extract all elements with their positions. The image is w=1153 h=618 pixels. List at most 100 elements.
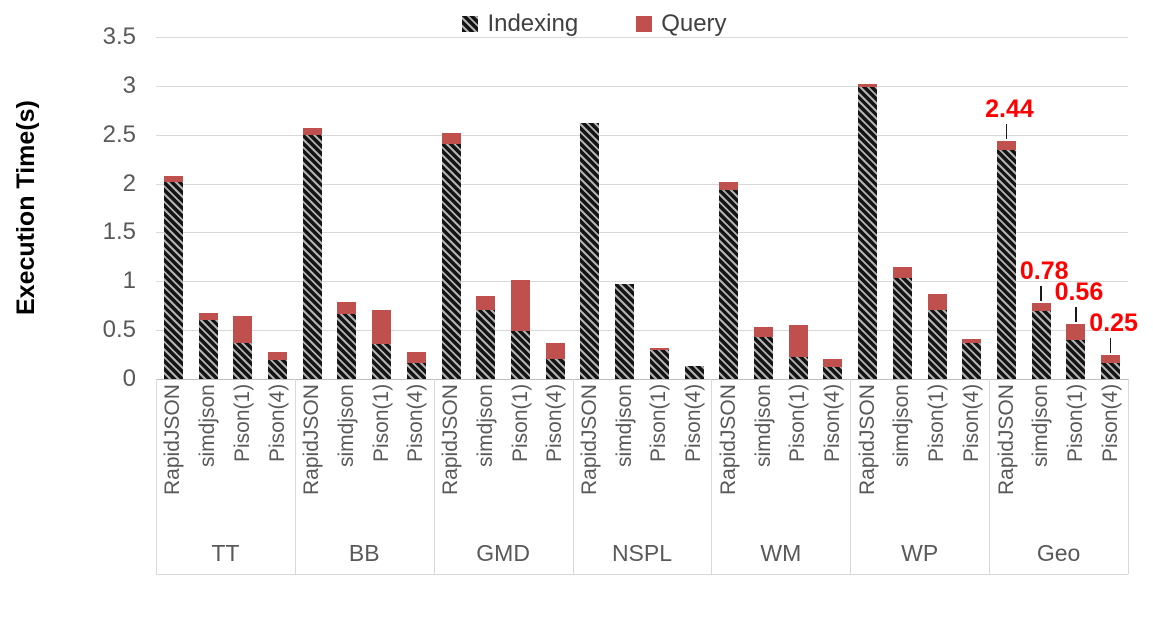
bar-indexing-GMD-RapidJSON: [441, 144, 461, 379]
annotation-leader-line: [1005, 123, 1008, 139]
group-separator-line: [989, 379, 991, 574]
bar-query-BB-Pison(1): [372, 309, 392, 344]
bar-indexing-TT-Pison(1): [233, 342, 253, 379]
group-label-WM: WM: [760, 540, 802, 566]
x-tick-label-WM-RapidJSON: RapidJSON: [716, 384, 740, 495]
legend-query-label: Query: [661, 10, 727, 37]
bar-indexing-Geo-simdjson: [1031, 310, 1051, 379]
bar-query-GMD-Pison(4): [545, 342, 565, 360]
x-tick-label-NSPL-RapidJSON: RapidJSON: [577, 384, 601, 495]
bar-indexing-NSPL-Pison(1): [649, 349, 669, 379]
bar-indexing-BB-Pison(4): [406, 363, 426, 379]
group-label-BB: BB: [348, 540, 380, 566]
x-tick-label-WM-simdjson: simdjson: [751, 384, 775, 467]
bar-indexing-WP-Pison(4): [962, 342, 982, 379]
y-tick-label: 0: [122, 365, 136, 392]
bar-query-TT-RapidJSON: [163, 175, 183, 182]
x-tick-label-GMD-Pison(1): Pison(1): [508, 384, 532, 463]
annotation-leader-line: [1075, 307, 1077, 323]
x-tick-label-TT-Pison(1): Pison(1): [230, 384, 254, 463]
bar-query-WP-Pison(1): [927, 293, 947, 310]
bar-query-Geo-Pison(4): [1101, 354, 1121, 364]
bar-query-Geo-RapidJSON: [997, 140, 1016, 151]
data-label-Geo-Pison(4): 0.25: [1089, 308, 1138, 337]
x-tick-label-BB-Pison(4): Pison(4): [404, 384, 428, 463]
bar-indexing-WM-simdjson: [754, 336, 773, 379]
bar-query-BB-Pison(4): [406, 351, 426, 364]
bar-query-WM-Pison(1): [788, 325, 808, 357]
bar-indexing-NSPL-RapidJSON: [580, 122, 600, 379]
bar-indexing-Geo-RapidJSON: [997, 150, 1016, 379]
bar-query-NSPL-Pison(1): [649, 347, 669, 350]
x-tick-label-Geo-Pison(1): Pison(1): [1063, 384, 1087, 463]
y-tick-label: 1.5: [102, 218, 136, 246]
bar-query-Geo-Pison(1): [1066, 324, 1086, 340]
bar-indexing-WP-RapidJSON: [858, 86, 878, 379]
bar-query-TT-simdjson: [198, 312, 218, 321]
bar-query-WP-Pison(4): [962, 338, 982, 343]
bar-indexing-WM-Pison(1): [788, 356, 808, 379]
gridline: [156, 37, 1128, 38]
data-label-Geo-simdjson: 0.78: [1019, 256, 1069, 285]
bar-indexing-WM-Pison(4): [823, 367, 843, 379]
group-label-GMD: GMD: [476, 540, 530, 566]
data-label-Geo-RapidJSON: 2.44: [985, 94, 1034, 123]
bar-indexing-BB-RapidJSON: [302, 134, 322, 379]
group-label-Geo: Geo: [1036, 540, 1081, 566]
x-tick-label-TT-simdjson: simdjson: [196, 384, 220, 467]
group-separator-line: [850, 379, 852, 574]
x-tick-label-Geo-RapidJSON: RapidJSON: [994, 384, 1018, 495]
bar-indexing-TT-Pison(4): [268, 360, 287, 379]
bar-indexing-GMD-simdjson: [476, 309, 496, 379]
x-tick-label-WP-RapidJSON: RapidJSON: [855, 384, 879, 495]
query-swatch-icon: [636, 16, 653, 32]
bar-indexing-NSPL-simdjson: [615, 284, 635, 379]
bar-indexing-GMD-Pison(1): [511, 331, 530, 379]
indexing-swatch-icon: [462, 16, 479, 32]
bar-indexing-GMD-Pison(4): [545, 359, 565, 379]
x-tick-label-TT-Pison(4): Pison(4): [265, 384, 289, 463]
bar-query-GMD-Pison(1): [511, 280, 530, 332]
x-tick-label-GMD-RapidJSON: RapidJSON: [439, 384, 463, 495]
bar-query-TT-Pison(4): [268, 351, 287, 361]
annotation-leader-line: [1109, 337, 1112, 353]
y-tick-label: 0.5: [102, 316, 136, 344]
category-axis-bottom-line: [156, 574, 1128, 575]
x-tick-label-BB-simdjson: simdjson: [334, 384, 358, 467]
bar-indexing-NSPL-Pison(4): [684, 366, 704, 379]
y-tick-label: 1: [122, 267, 136, 295]
chart-legend: Indexing Query: [0, 10, 1153, 38]
x-tick-label-BB-RapidJSON: RapidJSON: [300, 384, 324, 495]
group-separator-line: [156, 379, 157, 574]
x-tick-label-NSPL-Pison(1): Pison(1): [647, 384, 671, 463]
group-separator-line: [572, 379, 574, 574]
x-axis-line: [156, 379, 1128, 380]
x-tick-label-WM-Pison(1): Pison(1): [786, 384, 810, 463]
x-tick-label-GMD-Pison(4): Pison(4): [543, 384, 567, 463]
data-label-Geo-Pison(1): 0.56: [1054, 278, 1104, 307]
y-tick-label: 2: [122, 169, 136, 197]
x-tick-label-WP-simdjson: simdjson: [890, 384, 914, 467]
gridline: [156, 85, 1128, 87]
bar-query-WM-Pison(4): [823, 359, 843, 368]
bar-query-WP-RapidJSON: [858, 83, 878, 87]
x-tick-label-WP-Pison(1): Pison(1): [925, 384, 949, 463]
x-tick-label-NSPL-simdjson: simdjson: [612, 384, 636, 467]
group-separator-line: [433, 379, 435, 574]
y-tick-label: 3.5: [102, 23, 136, 50]
legend-entry-query: Query: [636, 10, 727, 38]
annotation-leader-line: [1040, 285, 1042, 301]
bar-query-TT-Pison(1): [233, 316, 253, 343]
group-separator-line: [1128, 379, 1129, 574]
x-tick-label-WM-Pison(4): Pison(4): [820, 384, 844, 463]
bar-query-WP-simdjson: [892, 266, 912, 279]
gridline: [156, 134, 1128, 136]
legend-entry-indexing: Indexing: [462, 10, 578, 38]
x-tick-label-BB-Pison(1): Pison(1): [369, 384, 393, 463]
bar-indexing-TT-simdjson: [198, 320, 218, 379]
gridline: [156, 232, 1128, 234]
gridline: [156, 281, 1128, 283]
bar-indexing-WP-Pison(1): [927, 309, 947, 379]
bar-indexing-WM-RapidJSON: [719, 190, 739, 379]
